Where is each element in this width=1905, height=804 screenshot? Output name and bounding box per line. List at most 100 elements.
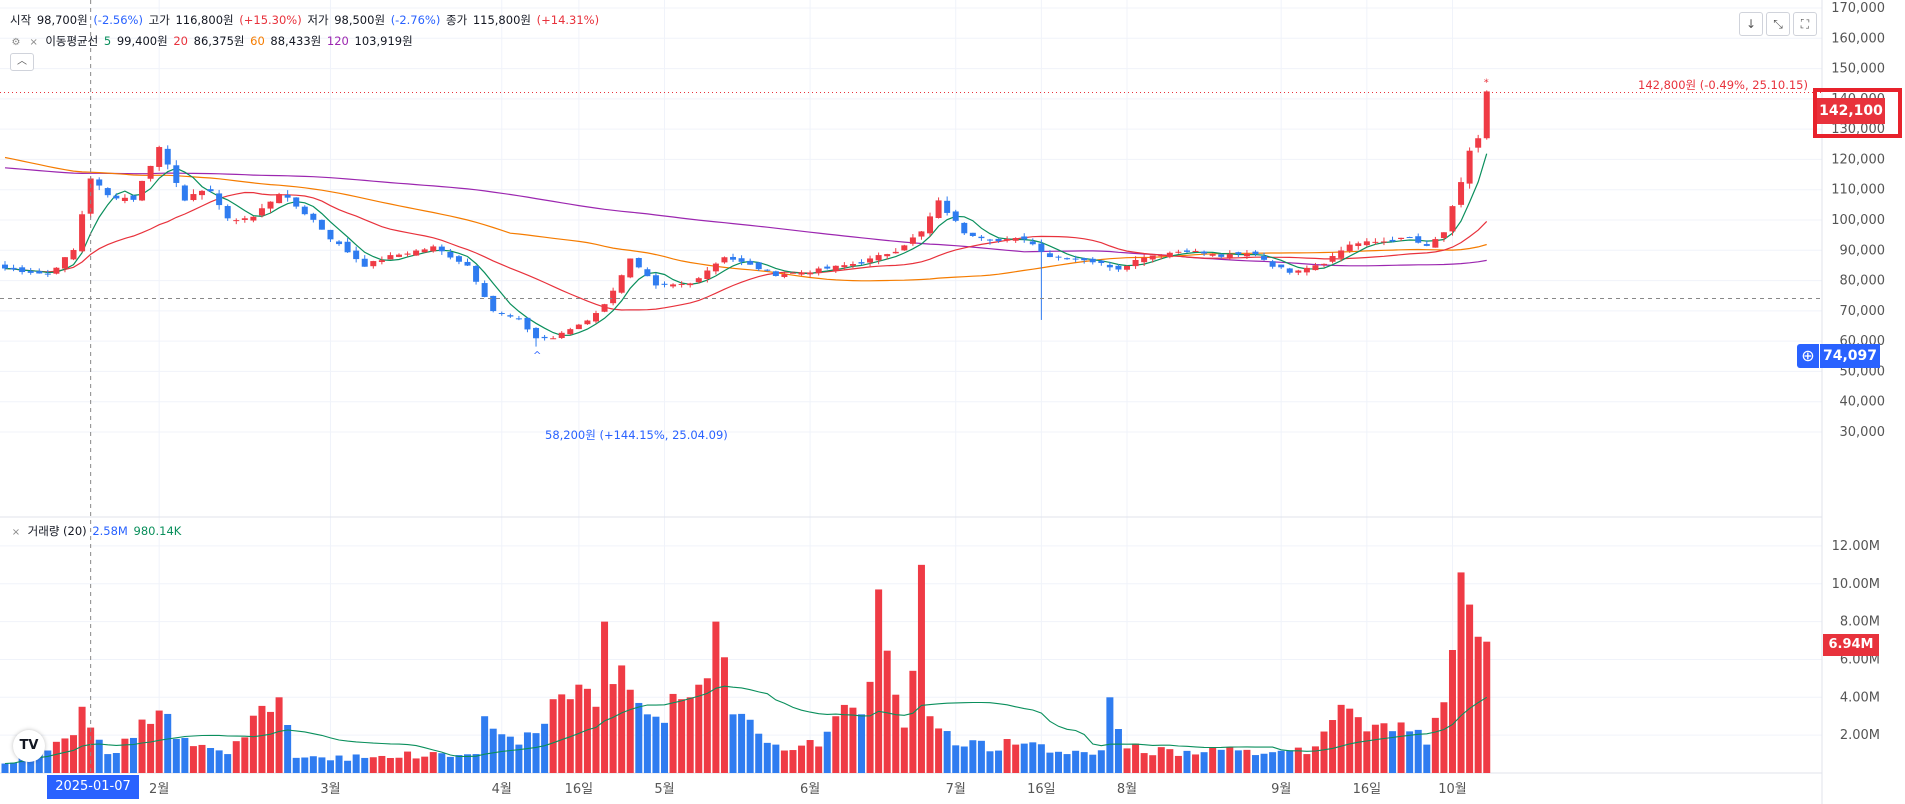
settings-icon[interactable]: ⚙ <box>11 37 21 48</box>
volume-bar <box>1320 731 1328 773</box>
volume-bar <box>395 757 403 773</box>
candle-body <box>884 254 891 257</box>
volume-bar <box>1294 747 1302 773</box>
volume-bar <box>703 678 711 773</box>
volume-axis[interactable]: 12.00M 10.00M 8.00M 6.00M 4.00M 2.00M <box>1832 539 1880 743</box>
volume-bar <box>1174 755 1182 773</box>
volume-value: 2.58M <box>92 524 128 538</box>
volume-bar <box>1337 704 1345 773</box>
volume-bar <box>1440 702 1448 773</box>
volume-bar <box>592 706 600 773</box>
candle-body <box>1132 259 1139 267</box>
collapse-legend-button[interactable]: ︿ <box>10 53 34 71</box>
candle-body <box>1124 265 1131 270</box>
volume-bar <box>138 719 146 773</box>
volume-bar <box>875 589 883 773</box>
volume-bar <box>1 763 9 773</box>
candle-body <box>447 252 454 258</box>
candle-body <box>481 283 488 297</box>
close-icon[interactable]: × <box>11 527 21 538</box>
volume-bar <box>601 621 609 773</box>
candle-body <box>781 274 788 277</box>
volume-bar <box>1243 749 1251 773</box>
candle-body <box>413 250 420 256</box>
candle-body <box>1415 236 1422 243</box>
candle-body <box>147 165 154 179</box>
volume-bar <box>1029 742 1037 773</box>
ma120-value: 103,919원 <box>354 34 413 48</box>
volume-bar <box>1089 754 1097 773</box>
volume-bar <box>1097 750 1105 773</box>
volume-bar <box>1389 731 1397 773</box>
volume-bar <box>361 757 369 773</box>
volume-bar <box>1114 729 1122 773</box>
candle-body <box>1458 182 1465 205</box>
candle-body <box>190 194 197 201</box>
volume-bar <box>618 665 626 773</box>
crosshair-price-tag: 74,097 <box>1820 344 1880 368</box>
candle-body <box>1261 255 1268 260</box>
volume-bar <box>1234 750 1242 773</box>
ma5-period: 5 <box>103 34 112 48</box>
candle-body <box>815 268 822 274</box>
candle-body <box>1278 264 1285 268</box>
price-axis[interactable]: 170,000160,000150,000140,000130,000120,0… <box>1831 1 1885 440</box>
volume-bar <box>780 750 788 773</box>
time-axis[interactable]: 2월 3월 4월 16일 5월 6월 7월 16일 8월 9월 16일 10월 <box>149 782 1467 797</box>
volume-bar <box>1209 747 1217 773</box>
high-change: (+15.30%) <box>239 13 302 27</box>
volume-ma-path <box>4 685 1487 765</box>
volume-bar <box>849 707 857 773</box>
candle-body <box>1089 258 1096 263</box>
volume-bar <box>549 699 557 773</box>
close-value: 115,800원 <box>472 13 531 27</box>
download-icon[interactable]: ↓ <box>1739 12 1763 36</box>
candle-body <box>438 246 445 252</box>
tradingview-logo[interactable]: TV <box>13 730 45 762</box>
candle-body <box>1355 243 1362 247</box>
price-tick-label: 130,000 <box>1831 122 1885 137</box>
expand-icon[interactable]: ⤡ <box>1766 12 1790 36</box>
candle-body <box>61 257 68 269</box>
candle-body <box>318 219 325 230</box>
candle-body <box>635 258 642 268</box>
candle-body <box>336 241 343 245</box>
close-icon[interactable]: × <box>29 37 38 48</box>
volume-bar <box>121 738 129 773</box>
volume-bar <box>806 740 814 773</box>
volume-tick-label: 6.00M <box>1840 652 1880 667</box>
candle-body <box>1046 253 1053 258</box>
candle-body <box>27 270 34 273</box>
time-tick-label: 8월 <box>1117 782 1137 797</box>
candle-body <box>250 216 257 221</box>
candle-body <box>687 283 694 286</box>
volume-bar <box>866 681 874 773</box>
volume-bar <box>960 746 968 773</box>
volume-bar <box>1363 731 1371 773</box>
volume-ma-value: 980.14K <box>133 524 182 538</box>
volume-bar <box>986 751 994 773</box>
candle-body <box>361 258 368 267</box>
volume-tick-label: 10.00M <box>1832 577 1880 592</box>
volume-bar <box>935 728 943 773</box>
fullscreen-icon[interactable]: ⛶ <box>1793 12 1817 36</box>
volume-bar <box>464 754 472 773</box>
grid-lines <box>0 0 1823 804</box>
high-annotation: 142,800원 (-0.49%, 25.10.15) <box>1638 78 1808 92</box>
volume-bar <box>78 706 86 773</box>
candle-body <box>1406 237 1413 239</box>
candle-body <box>2 264 8 269</box>
volume-bar <box>1166 749 1174 773</box>
candle-body <box>430 246 437 252</box>
candle-body <box>1175 251 1182 253</box>
price-tick-label: 70,000 <box>1840 304 1886 319</box>
volume-bar <box>643 714 651 773</box>
price-tick-label: 80,000 <box>1840 274 1886 289</box>
candle-body <box>53 267 60 274</box>
candle-body <box>327 229 334 240</box>
volume-bar <box>147 723 155 773</box>
time-tick-label: 2월 <box>149 782 169 797</box>
close-change: (+14.31%) <box>536 13 600 27</box>
plus-icon[interactable]: ⊕ <box>1797 344 1819 368</box>
